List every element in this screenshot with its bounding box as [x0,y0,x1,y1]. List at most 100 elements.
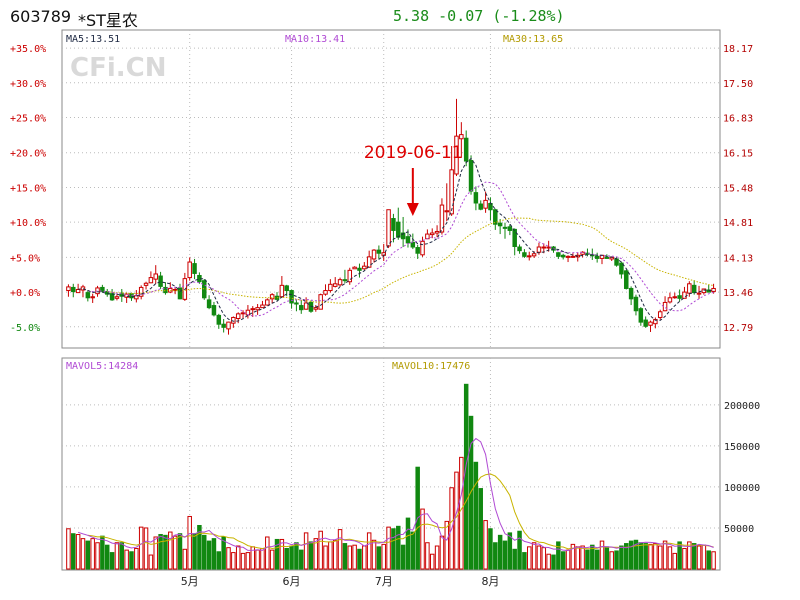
volume-bar [357,548,362,570]
candle-body [100,286,105,293]
candle-body [628,287,634,300]
volume-bar [643,543,648,570]
price-tick-label: 12.79 [723,323,753,334]
candle-body [429,232,435,236]
volume-bar [478,488,483,570]
volume-bar [347,545,353,570]
volume-tick-label: 100000 [724,483,760,494]
volume-bar [517,530,522,570]
volume-bar [624,543,629,570]
candle-body [357,267,362,271]
volume-bar [318,530,323,570]
candle-body [143,282,149,286]
volume-bar [653,543,658,570]
watermark: CFi.CN [70,53,166,83]
candle-body [66,286,71,292]
price-change: -0.07 [438,7,484,25]
volume-bar [114,542,120,570]
volume-bar [85,540,91,570]
month-tick-label: 7月 [375,575,393,588]
stock-code: 603789 [10,7,72,26]
candle-body [158,275,163,287]
candle-body [541,246,547,249]
volume-bar [274,538,280,570]
volume-bar [434,545,440,570]
volume-bar [614,550,619,570]
volume-bar [536,545,542,570]
candle-body [415,247,420,254]
volume-axis: 200000 150000 100000 50000 [724,401,760,535]
percent-axis: +35.0% +30.0% +25.0% +20.0% +15.0% +10.0% +5.0… [10,44,46,334]
volume-bar [328,541,333,570]
volume-bar [648,543,653,570]
volume-bar [279,538,285,570]
volume-bar [512,548,517,570]
candle-body [648,321,653,326]
volume-bar [459,456,464,570]
quote-header: 603789 *ST星农 5.38 -0.07 (-1.28%) [0,0,800,30]
volume-bar [235,545,241,570]
volume-tick-label: 150000 [724,442,760,453]
volume-bar [129,551,134,570]
volume-bar [255,549,260,570]
volume-bar [488,528,493,570]
candle-body [289,290,294,304]
candle-body [444,210,450,213]
candle-body [410,241,416,248]
volume-bar [556,541,561,570]
month-tick-label: 8月 [481,575,499,588]
candle-body [386,209,391,247]
candle-body [323,290,328,295]
candle-body [376,249,382,254]
candle-body [269,294,275,300]
last-price: 5.38 [393,7,430,25]
candle-body [565,255,571,258]
candle-body [206,299,212,309]
candle-body [71,286,76,293]
candle-body [138,286,144,297]
candle-body [313,307,319,310]
candle-body [216,314,222,325]
candle-body [192,263,197,274]
candle-body [148,277,154,284]
stock-name: *ST星农 [78,11,138,30]
volume-bar [323,545,328,570]
candle-body [134,295,139,300]
volume-bar [701,544,707,570]
volume-bar [454,471,459,570]
percent-tick-label: +25.0% [10,114,46,125]
candle-body [187,261,192,279]
volume-bar [177,533,183,570]
candle-body [478,203,483,210]
volume-bar [342,543,348,570]
candle-body [614,258,619,266]
volume-bar [226,547,231,570]
candle-body [245,309,251,316]
volume-bar [531,542,537,570]
volume-bar [405,517,411,570]
candle-body [638,308,644,323]
volume-bar [289,545,294,570]
candle-body [507,226,513,231]
price-change-pct: (-1.28%) [492,7,565,25]
price-tick-label: 18.17 [723,44,753,55]
percent-tick-label: +30.0% [10,79,46,90]
volume-bar [628,540,634,570]
candle-body [502,226,508,229]
ma5-label: MA5:13.51 [66,34,120,45]
volume-bar [619,545,624,570]
candle-body [459,134,464,140]
candle-body [667,297,673,303]
candle-body [701,288,707,294]
candle-body [75,288,81,294]
price-tick-label: 14.13 [723,253,753,264]
volume-bar [163,534,168,570]
volume-bar [483,520,488,570]
volume-bar [420,508,425,570]
volume-bar [657,545,663,570]
volume-bar [66,528,71,570]
volume-bar [672,552,678,570]
candle-body [454,135,459,175]
candle-body [624,270,629,289]
volume-bar [337,529,343,570]
